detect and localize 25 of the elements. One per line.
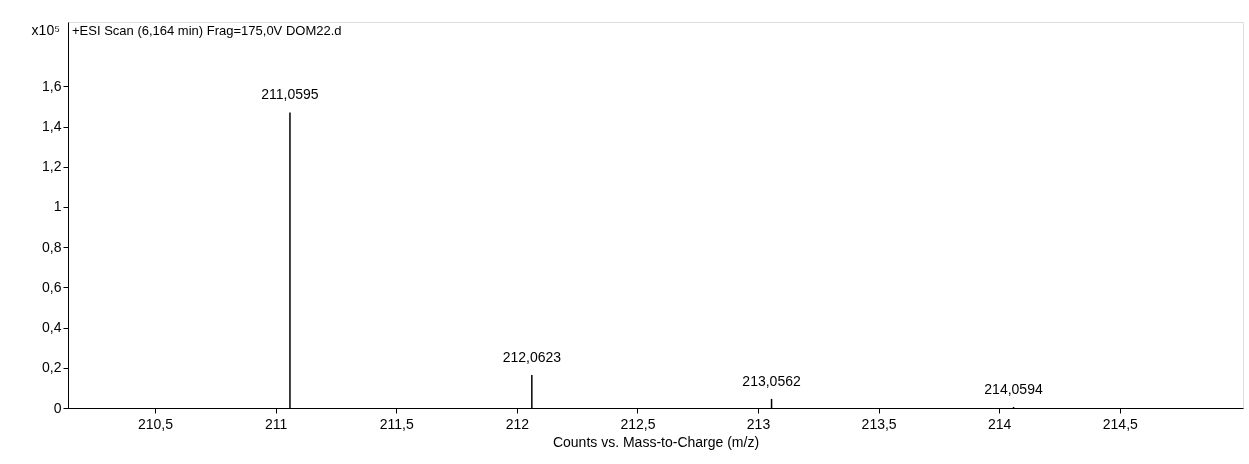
text: x10⁵ <box>31 22 60 38</box>
x-tick-label: 213,5 <box>861 415 897 432</box>
x-tick-label: 214 <box>988 415 1012 432</box>
y-tick-label: 0,6 <box>42 278 62 295</box>
x-tick-label: 211,5 <box>379 415 414 432</box>
data-label: 214,0594 <box>984 380 1043 397</box>
data-label: 212,0623 <box>502 349 562 366</box>
y-tick-label: 1 <box>53 198 62 215</box>
x-tick-label: 212 <box>505 415 530 432</box>
x-tick-label: 210,5 <box>137 415 174 432</box>
y-tick-label: 0,8 <box>42 238 62 255</box>
chart-title: +ESI Scan (6,164 min) Frag=175,0V DOM22.d <box>72 23 342 38</box>
y-tick-label: 1,2 <box>42 158 62 175</box>
y-tick-label: 0,4 <box>42 319 62 336</box>
x-tick-label: 212,5 <box>620 415 656 432</box>
x-tick-label: 214,5 <box>1102 415 1139 432</box>
x-tick-label: 211 <box>264 415 288 432</box>
data-label: 213,0562 <box>742 372 801 389</box>
y-tick-label: 0,2 <box>42 359 62 376</box>
x-tick-label: 213 <box>746 415 771 432</box>
y-tick-label: 0 <box>53 399 62 416</box>
y-tick-label: 1,6 <box>42 77 62 94</box>
data-label: 211,0595 <box>261 86 319 103</box>
y-tick-label: 1,4 <box>42 118 62 135</box>
x-axis-title: Counts vs. Mass-to-Charge (m/z) <box>552 433 760 450</box>
